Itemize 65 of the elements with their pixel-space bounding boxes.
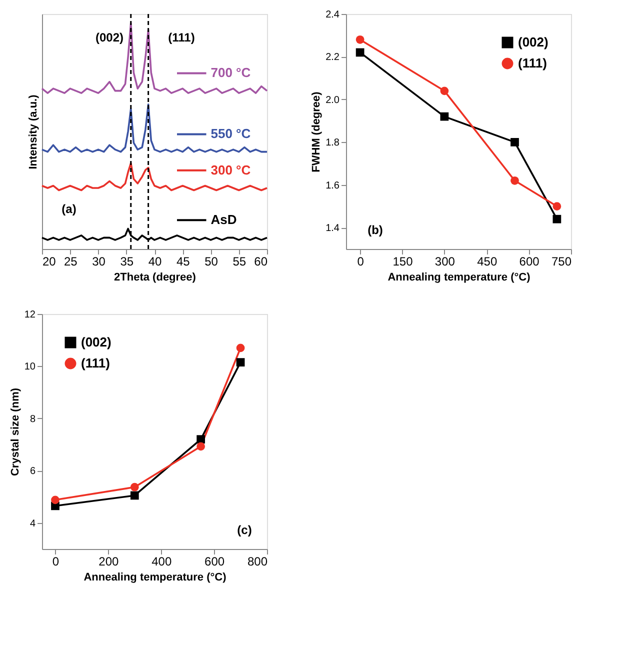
x-tick-label: 20 bbox=[42, 254, 56, 268]
y-tick-label: 1.6 bbox=[326, 180, 340, 192]
point bbox=[510, 138, 519, 146]
x-tick-label: 450 bbox=[477, 254, 498, 268]
y-tick-label: 2.0 bbox=[326, 94, 340, 106]
x-tick-label: 30 bbox=[92, 254, 106, 268]
y-tick-label: 12 bbox=[24, 310, 36, 320]
legend-label: 700 °C bbox=[210, 65, 252, 80]
y-axis-title: FWHM (degree) bbox=[310, 91, 323, 172]
point bbox=[356, 35, 364, 44]
legend-label: AsD bbox=[210, 212, 237, 228]
x-tick-label: 60 bbox=[254, 254, 268, 268]
x-tick-label: 55 bbox=[232, 254, 246, 268]
y-tick-label: 2.4 bbox=[326, 10, 340, 20]
point bbox=[236, 344, 245, 352]
annotation: (a) bbox=[62, 202, 76, 216]
point bbox=[130, 482, 139, 492]
point bbox=[130, 491, 139, 500]
point bbox=[552, 214, 562, 224]
y-axis-title: Crystal size (nm) bbox=[9, 388, 22, 476]
x-axis-title: 2Theta (degree) bbox=[114, 272, 196, 284]
x-tick-label: 400 bbox=[152, 554, 172, 568]
annotation: (b) bbox=[368, 223, 383, 238]
x-tick-label: 0 bbox=[357, 254, 364, 268]
y-tick-label: 2.2 bbox=[326, 52, 340, 64]
legend-label: (002) bbox=[518, 34, 548, 50]
y-tick-label: 1.8 bbox=[326, 138, 340, 149]
x-tick-label: 300 bbox=[434, 254, 456, 268]
x-axis-title: Annealing temperature (°C) bbox=[84, 572, 227, 584]
legend-label: (111) bbox=[518, 56, 547, 70]
x-tick-label: 25 bbox=[64, 254, 78, 268]
point bbox=[51, 496, 60, 504]
annotation: (c) bbox=[237, 523, 252, 538]
x-axis-title: Annealing temperature (°C) bbox=[388, 272, 531, 284]
y-tick-label: 6 bbox=[30, 466, 36, 478]
y-tick-label: 8 bbox=[30, 414, 36, 425]
x-tick-label: 800 bbox=[247, 554, 268, 568]
legend-label: 300 °C bbox=[210, 162, 252, 178]
point bbox=[236, 358, 245, 366]
x-tick-label: 600 bbox=[519, 254, 540, 268]
x-tick-label: 600 bbox=[204, 554, 225, 568]
x-tick-label: 45 bbox=[176, 254, 190, 268]
point bbox=[510, 176, 519, 185]
legend-label: (002) bbox=[81, 334, 112, 350]
x-tick-label: 0 bbox=[52, 554, 60, 568]
x-tick-label: 50 bbox=[204, 254, 218, 268]
annotation: (111) bbox=[168, 30, 195, 44]
point bbox=[440, 86, 449, 96]
x-tick-label: 200 bbox=[98, 554, 120, 568]
point bbox=[196, 435, 206, 444]
y-tick-label: 10 bbox=[24, 362, 36, 373]
point bbox=[552, 202, 562, 210]
annotation: (002) bbox=[95, 30, 124, 44]
x-tick-label: 750 bbox=[551, 254, 572, 268]
legend-label: 550 °C bbox=[210, 126, 252, 142]
point bbox=[440, 112, 449, 121]
point bbox=[196, 442, 206, 451]
x-tick-label: 35 bbox=[120, 254, 134, 268]
legend-label: (111) bbox=[81, 356, 110, 370]
x-tick-label: 40 bbox=[148, 254, 162, 268]
x-tick-label: 150 bbox=[392, 254, 414, 268]
y-tick-label: 4 bbox=[30, 518, 36, 530]
point bbox=[356, 48, 364, 57]
y-axis-title: Intensity (a.u.) bbox=[28, 94, 40, 170]
y-tick-label: 1.4 bbox=[326, 223, 340, 234]
